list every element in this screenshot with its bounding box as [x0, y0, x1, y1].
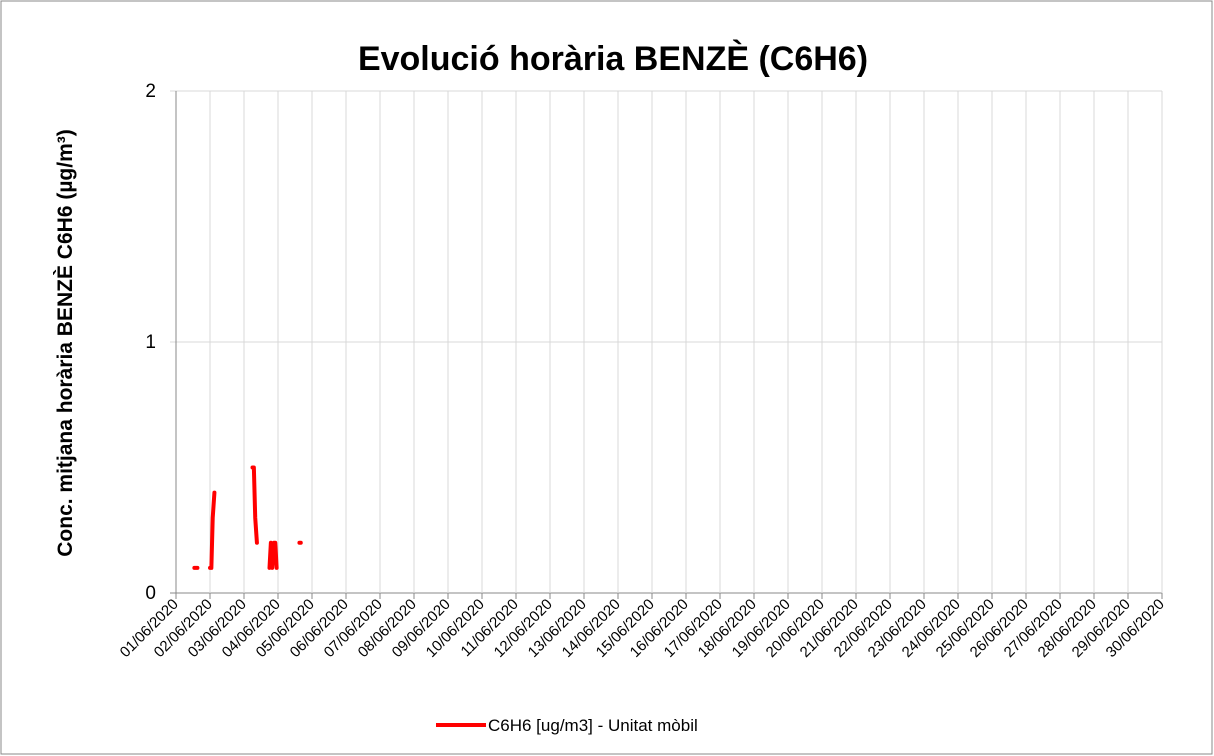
y-tick-label: 0 — [145, 583, 156, 604]
chart-title: Evolució horària BENZÈ (C6H6) — [358, 40, 868, 78]
data-line — [192, 465, 303, 570]
y-tick-label: 2 — [145, 81, 156, 102]
y-tick-label: 1 — [145, 332, 156, 353]
y-axis-label: Conc. mitjana horària BENZÈ C6H6 (µg/m³) — [54, 129, 77, 557]
legend-label: C6H6 [ug/m3] - Unitat mòbil — [488, 716, 698, 735]
